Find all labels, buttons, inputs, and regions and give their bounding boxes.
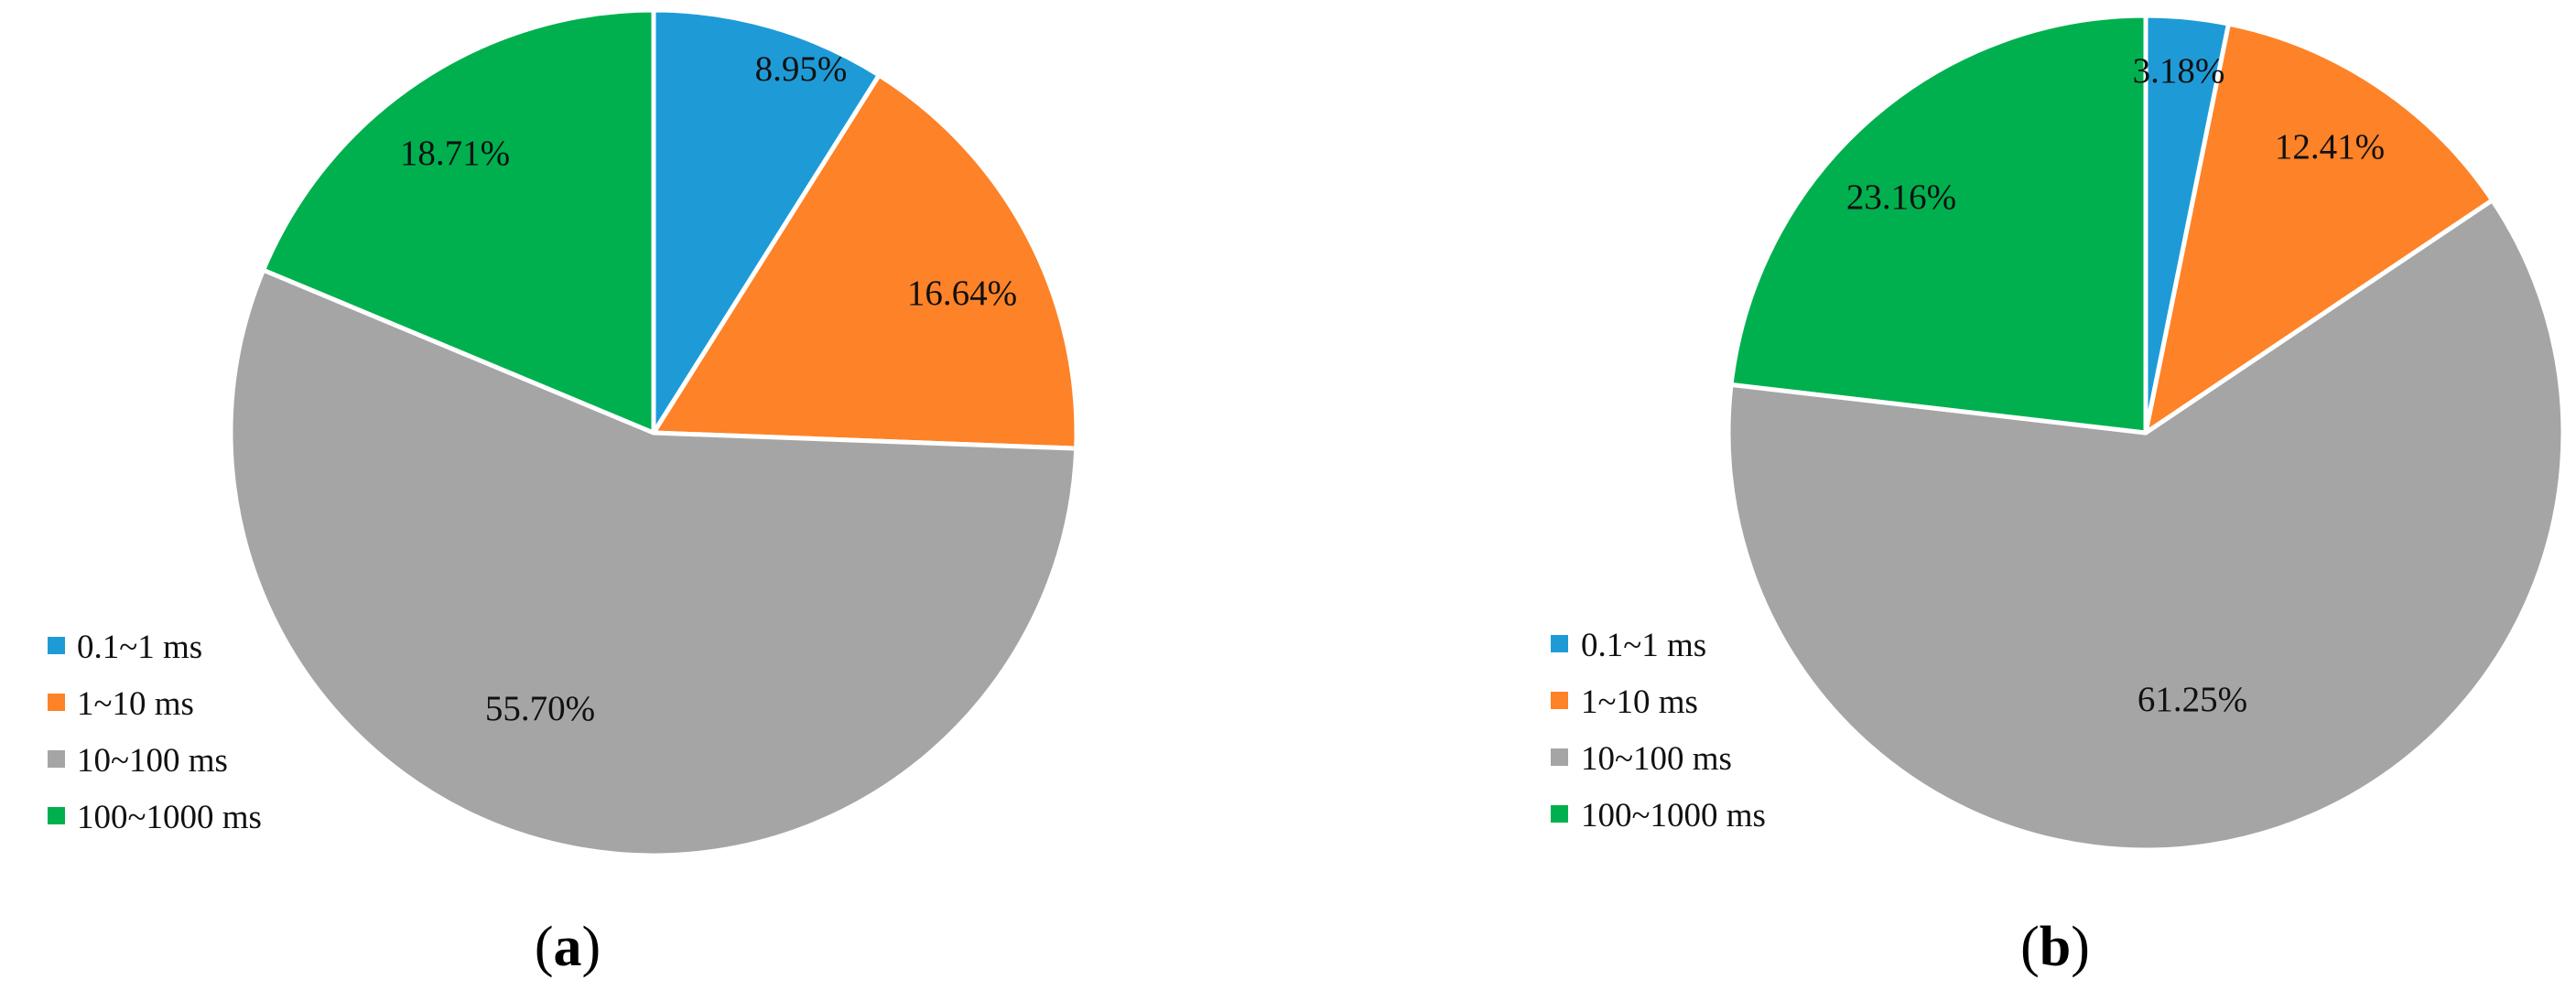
slice-value-label: 18.71% — [400, 134, 510, 173]
panel-letter-a: a — [554, 916, 582, 978]
pie-slice — [228, 267, 1079, 858]
panel-label-b: (b) — [2020, 916, 2090, 978]
legend-swatch — [48, 637, 65, 654]
legend-swatch — [48, 694, 65, 711]
pie-chart-b: 3.18% 12.41% 61.25% 23.16% 0.1~1 ms 1~10 ms… — [1551, 13, 2566, 978]
legend-swatch — [1551, 635, 1568, 652]
legend-entry: 1~10 ms — [48, 685, 194, 723]
slice-value-label: 12.41% — [2275, 127, 2385, 167]
pie-chart-a: 8.95% 16.64% 55.70% 18.71% 0.1~1 ms 1~10 ms… — [48, 7, 1079, 978]
pie-slices-b — [1726, 13, 2566, 853]
legend-entry: 0.1~1 ms — [48, 629, 202, 666]
slice-value-label: 8.95% — [755, 49, 848, 89]
slice-value-label: 23.16% — [1846, 178, 1956, 217]
pie-slice — [1728, 13, 2148, 436]
pie-slice — [651, 72, 1079, 451]
legend-label: 0.1~1 ms — [77, 629, 202, 666]
legend-entry: 100~1000 ms — [48, 799, 262, 836]
legend-b: 0.1~1 ms 1~10 ms 10~100 ms 100~1000 ms — [1551, 627, 1766, 834]
panel-letter-b: b — [2040, 916, 2071, 978]
pie-slice — [2143, 21, 2495, 436]
pie-slices-a — [228, 7, 1079, 858]
legend-entry: 1~10 ms — [1551, 683, 1698, 721]
legend-swatch — [1551, 805, 1568, 823]
legend-entry: 10~100 ms — [1551, 740, 1732, 778]
slice-labels-b: 3.18% 12.41% 61.25% 23.16% — [1846, 51, 2385, 719]
legend-swatch — [48, 807, 65, 824]
slice-value-label: 55.70% — [485, 689, 595, 728]
legend-swatch — [1551, 748, 1568, 766]
legend-label: 10~100 ms — [1581, 740, 1732, 778]
pie-slice — [1726, 198, 2566, 853]
legend-swatch — [1551, 692, 1568, 709]
legend-label: 100~1000 ms — [1581, 797, 1766, 834]
legend-label: 10~100 ms — [77, 742, 228, 780]
slice-value-label: 61.25% — [2138, 680, 2247, 719]
legend-swatch — [48, 750, 65, 768]
slice-labels-a: 8.95% 16.64% 55.70% 18.71% — [400, 49, 1017, 728]
panel-label-a: (a) — [535, 916, 601, 978]
pie-slice — [651, 7, 882, 436]
legend-entry: 10~100 ms — [48, 742, 228, 780]
legend-label: 100~1000 ms — [77, 799, 262, 836]
legend-entry: 100~1000 ms — [1551, 797, 1766, 834]
legend-a: 0.1~1 ms 1~10 ms 10~100 ms 100~1000 ms — [48, 629, 262, 836]
svg-text:(b): (b) — [2020, 916, 2090, 978]
slice-value-label: 3.18% — [2133, 51, 2225, 91]
svg-text:(a): (a) — [535, 916, 601, 978]
legend-label: 0.1~1 ms — [1581, 627, 1706, 664]
legend-label: 1~10 ms — [77, 685, 194, 723]
legend-entry: 0.1~1 ms — [1551, 627, 1706, 664]
legend-label: 1~10 ms — [1581, 683, 1698, 721]
slice-value-label: 16.64% — [907, 274, 1017, 313]
pie-slice — [261, 7, 656, 436]
